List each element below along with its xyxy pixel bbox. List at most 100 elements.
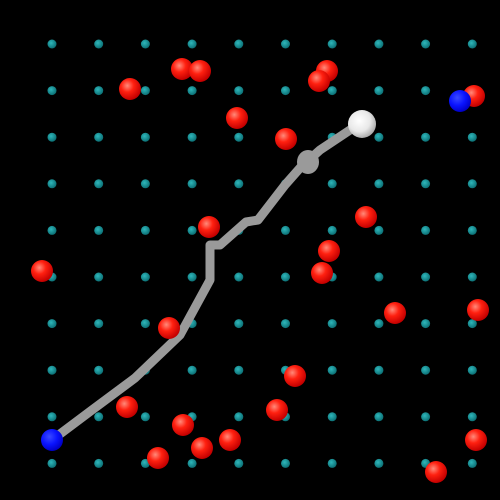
grid-node [374,225,384,235]
grid-node [467,225,477,235]
enemy-orb [318,240,340,262]
grid-node [140,132,150,142]
grid-node [47,319,57,329]
enemy-orb [284,365,306,387]
grid-node [234,365,244,375]
grid-node [94,365,104,375]
grid-node [234,39,244,49]
grid-node [47,365,57,375]
grid-node [187,86,197,96]
grid-node [47,179,57,189]
grid-node [140,412,150,422]
grid-node [234,319,244,329]
grid-node [467,319,477,329]
grid-nodes [47,39,477,468]
grid-node [467,458,477,468]
grid-node [281,225,290,235]
grid-node [94,412,104,422]
enemy-orb [172,414,194,436]
grid-node [374,458,384,468]
grid-node [47,458,57,468]
grid-node [421,225,431,235]
enemy-orb [226,107,248,129]
goal-orb-bottom-left[interactable] [41,429,63,451]
enemy-orb [219,429,241,451]
enemy-orb [467,299,489,321]
trail-bulge [297,150,319,174]
grid-node [467,132,477,142]
grid-node [327,179,337,189]
grid-node [140,179,150,189]
grid-node [467,272,477,282]
grid-node [467,39,477,49]
enemy-orb [147,447,169,469]
grid-node [374,412,384,422]
grid-node [374,39,384,49]
grid-node [94,272,104,282]
enemy-orb [171,58,193,80]
player-orb[interactable] [348,110,376,138]
grid-node [281,39,290,49]
grid-node [327,86,337,96]
grid-node [187,132,197,142]
grid-node [47,132,57,142]
grid-node [94,179,104,189]
enemy-orb [308,70,330,92]
grid-node [467,412,477,422]
enemy-orb [189,60,211,82]
grid-node [421,179,431,189]
grid-node [47,412,57,422]
grid-node [234,412,244,422]
enemy-orb [31,260,53,282]
goal-orb-top-right[interactable] [449,90,471,112]
grid-node [374,319,384,329]
enemy-orb [119,78,141,100]
grid-node [234,179,244,189]
grid-node [421,319,431,329]
grid-node [421,86,431,96]
grid-node [374,86,384,96]
enemy-orb [275,128,297,150]
grid-node [421,412,431,422]
grid-node [421,132,431,142]
grid-node [140,225,150,235]
enemy-orb [191,437,213,459]
grid-node [421,39,431,49]
grid-node [140,272,150,282]
grid-node [94,39,104,49]
grid-node [327,225,337,235]
grid-node [374,179,384,189]
grid-node [187,225,197,235]
grid-node [94,319,104,329]
grid-node [187,39,197,49]
enemy-orb [465,429,487,451]
grid-node [187,272,197,282]
enemy-orb [158,317,180,339]
enemy-orb [355,206,377,228]
grid-node [327,39,337,49]
grid-node [327,412,337,422]
grid-node [374,132,384,142]
grid-node [421,365,431,375]
grid-node [140,86,150,96]
grid-node [421,272,431,282]
enemy-orb [198,216,220,238]
grid-node [281,319,290,329]
grid-node [187,365,197,375]
player-trail [47,119,367,445]
grid-node [281,272,290,282]
grid-node [94,225,104,235]
grid-node [234,86,244,96]
enemy-orb [311,262,333,284]
enemy-orb [384,302,406,324]
grid-node [374,365,384,375]
grid-node [234,132,244,142]
grid-node [47,225,57,235]
grid-node [281,458,290,468]
grid-node [467,365,477,375]
grid-node [94,86,104,96]
enemy-orb [425,461,447,483]
enemy-orbs [31,58,489,483]
